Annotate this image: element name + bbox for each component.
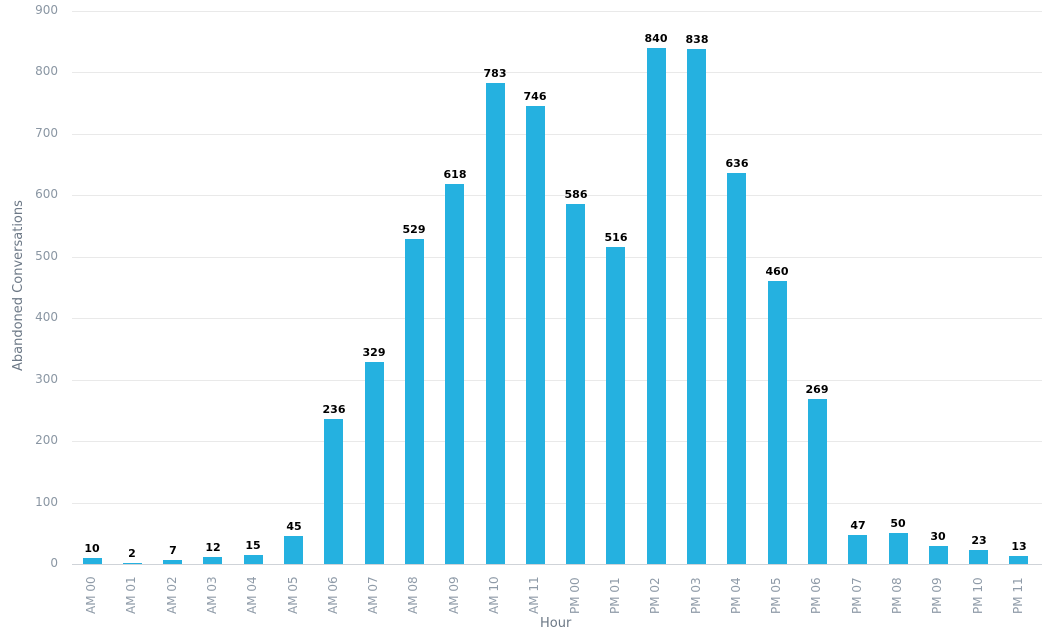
bar[interactable] — [848, 535, 867, 564]
bar-value-label: 23 — [971, 534, 987, 547]
bar[interactable] — [606, 247, 625, 564]
bar[interactable] — [365, 362, 384, 564]
y-tick-label: 100 — [35, 495, 58, 509]
bar-value-label: 746 — [523, 90, 547, 103]
bar[interactable] — [929, 546, 948, 564]
bar-value-label: 636 — [725, 157, 749, 170]
y-tick-label: 300 — [35, 372, 58, 386]
x-axis-title: Hour — [540, 616, 572, 631]
x-tick-label: PM 01 — [608, 577, 622, 614]
x-axis-baseline — [72, 564, 1042, 565]
bar-value-label: 47 — [850, 519, 866, 532]
x-tick-label: AM 02 — [165, 576, 179, 614]
y-tick-label: 700 — [35, 126, 58, 140]
bar[interactable] — [486, 83, 505, 564]
bar-value-label: 618 — [443, 168, 467, 181]
bar-value-label: 10 — [84, 542, 100, 555]
bar-value-label: 45 — [286, 520, 302, 533]
x-tick-label: AM 06 — [326, 576, 340, 614]
x-tick-label: AM 05 — [286, 576, 300, 614]
bar[interactable] — [687, 49, 706, 564]
y-tick-label: 600 — [35, 187, 58, 201]
bar-value-label: 269 — [805, 383, 829, 396]
x-tick-label: AM 09 — [447, 576, 461, 614]
bar[interactable] — [445, 184, 464, 564]
x-tick-label: AM 03 — [205, 576, 219, 614]
y-tick-label: 0 — [50, 556, 58, 570]
bar[interactable] — [324, 419, 343, 564]
x-tick-label: PM 00 — [568, 577, 582, 614]
gridline — [72, 380, 1042, 381]
bar[interactable] — [163, 560, 182, 564]
bar-value-label: 2 — [128, 547, 136, 560]
x-tick-label: AM 10 — [487, 576, 501, 614]
bar-value-label: 15 — [245, 539, 261, 552]
gridline — [72, 257, 1042, 258]
bar[interactable] — [405, 239, 424, 564]
gridline — [72, 503, 1042, 504]
x-tick-label: PM 07 — [850, 577, 864, 614]
x-tick-label: PM 09 — [930, 577, 944, 614]
x-tick-label: PM 05 — [769, 577, 783, 614]
bar-value-label: 329 — [362, 346, 386, 359]
bar[interactable] — [808, 399, 827, 564]
bar-value-label: 838 — [685, 33, 709, 46]
x-tick-label: PM 11 — [1011, 577, 1025, 614]
y-tick-label: 200 — [35, 433, 58, 447]
bar[interactable] — [647, 48, 666, 564]
bar-value-label: 13 — [1011, 540, 1027, 553]
bar-value-label: 50 — [890, 517, 906, 530]
y-axis-title: Abandoned Conversations — [11, 200, 26, 371]
bar-value-label: 7 — [169, 544, 177, 557]
bar[interactable] — [969, 550, 988, 564]
bar[interactable] — [203, 557, 222, 564]
x-tick-label: AM 04 — [245, 576, 259, 614]
x-tick-label: AM 08 — [406, 576, 420, 614]
y-tick-label: 900 — [35, 3, 58, 17]
bar-value-label: 236 — [322, 403, 346, 416]
bar-value-label: 516 — [604, 231, 628, 244]
x-tick-label: PM 02 — [648, 577, 662, 614]
y-tick-label: 400 — [35, 310, 58, 324]
bar[interactable] — [566, 204, 585, 564]
y-tick-label: 500 — [35, 249, 58, 263]
gridline — [72, 195, 1042, 196]
bar-value-label: 840 — [644, 32, 668, 45]
bar[interactable] — [727, 173, 746, 564]
bar[interactable] — [284, 536, 303, 564]
bar-value-label: 460 — [765, 265, 789, 278]
x-tick-label: PM 08 — [890, 577, 904, 614]
x-tick-label: AM 11 — [527, 576, 541, 614]
y-tick-label: 800 — [35, 64, 58, 78]
bar[interactable] — [83, 558, 102, 564]
bar[interactable] — [768, 281, 787, 564]
bar-value-label: 529 — [402, 223, 426, 236]
bar-value-label: 12 — [205, 541, 221, 554]
gridline — [72, 72, 1042, 73]
x-tick-label: PM 03 — [689, 577, 703, 614]
gridline — [72, 11, 1042, 12]
x-tick-label: AM 07 — [366, 576, 380, 614]
bar-value-label: 30 — [930, 530, 946, 543]
bar[interactable] — [889, 533, 908, 564]
bar[interactable] — [123, 563, 142, 564]
bar-value-label: 586 — [564, 188, 588, 201]
gridline — [72, 441, 1042, 442]
gridline — [72, 134, 1042, 135]
x-tick-label: AM 00 — [84, 576, 98, 614]
bar-value-label: 783 — [483, 67, 507, 80]
x-tick-label: PM 06 — [809, 577, 823, 614]
bar[interactable] — [244, 555, 263, 564]
bar[interactable] — [1009, 556, 1028, 564]
x-tick-label: PM 04 — [729, 577, 743, 614]
bar[interactable] — [526, 106, 545, 564]
x-tick-label: PM 10 — [971, 577, 985, 614]
gridline — [72, 318, 1042, 319]
x-tick-label: AM 01 — [124, 576, 138, 614]
